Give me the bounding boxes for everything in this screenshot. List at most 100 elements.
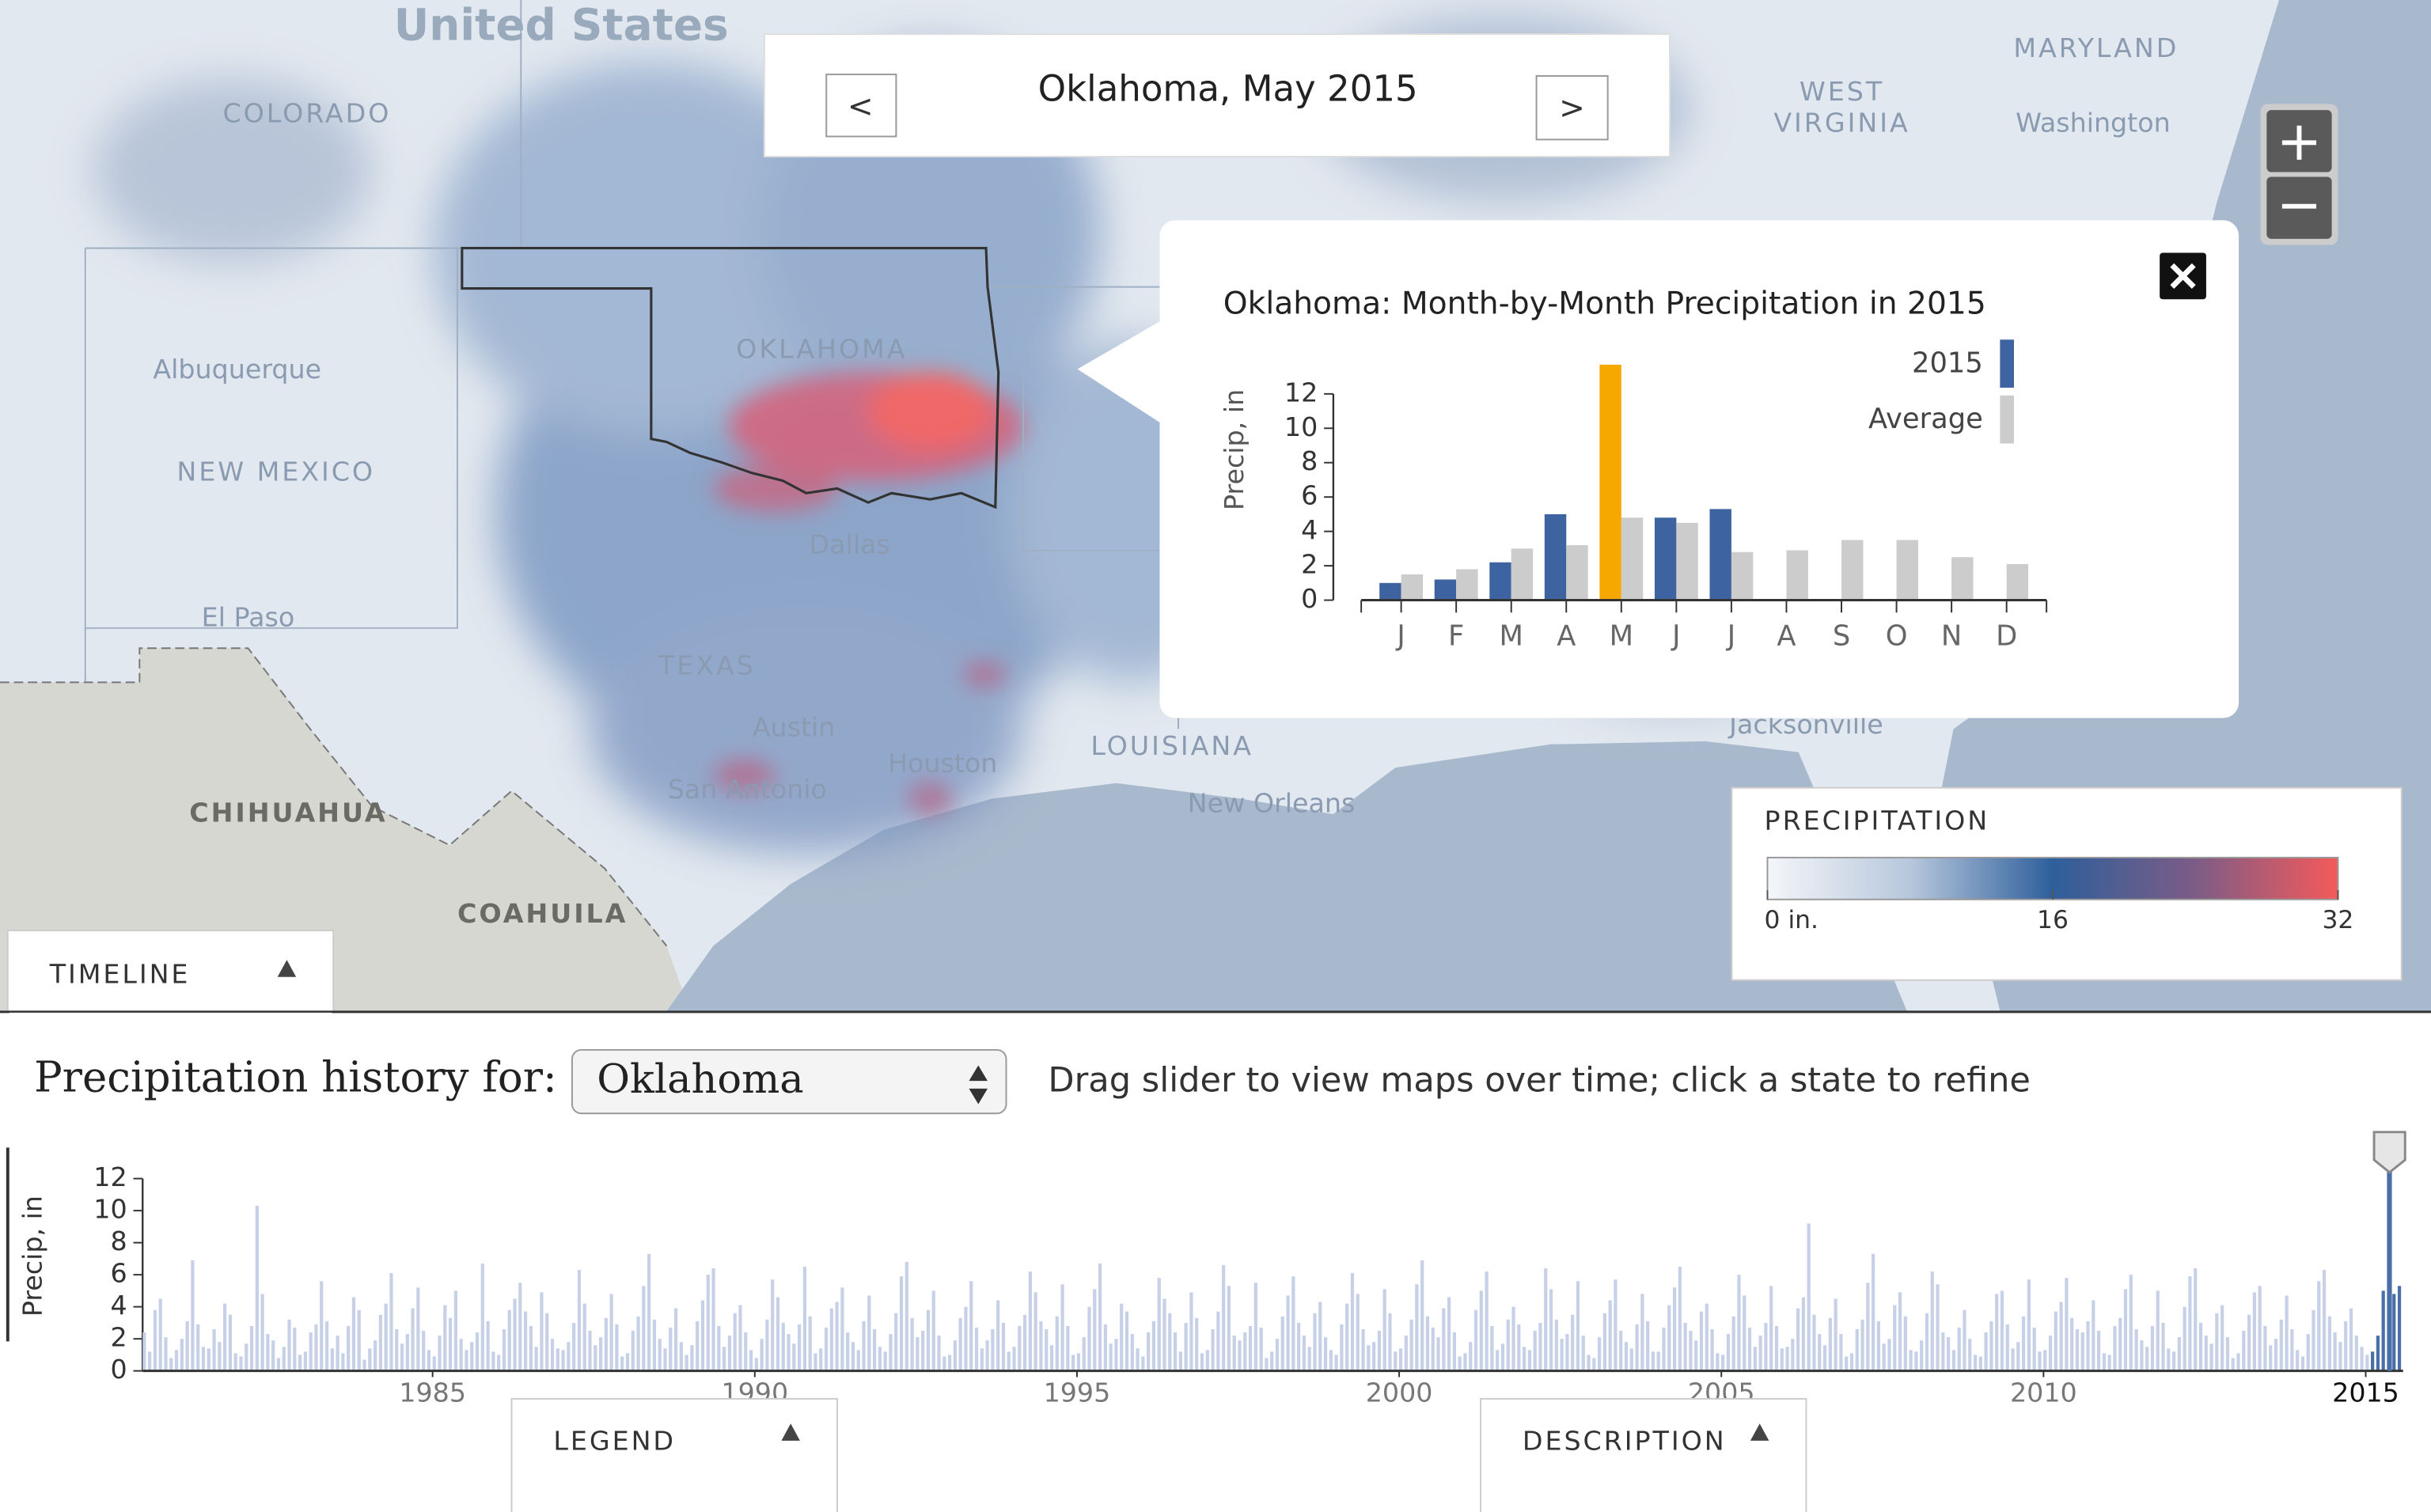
bar xyxy=(673,1308,678,1371)
bar xyxy=(1834,1298,1837,1371)
bar xyxy=(598,1337,603,1371)
border-line xyxy=(0,647,668,947)
next-button[interactable] xyxy=(1535,75,1609,141)
select-arrows xyxy=(969,1065,988,1105)
bar xyxy=(158,1298,162,1371)
bar xyxy=(1860,1319,1864,1371)
bar xyxy=(1941,1332,1945,1371)
bar xyxy=(652,1319,657,1371)
bar xyxy=(502,1328,506,1371)
bar xyxy=(1334,1355,1338,1371)
bar xyxy=(1581,1336,1585,1371)
bar xyxy=(1066,1325,1070,1371)
bar xyxy=(1786,550,1808,601)
bar xyxy=(1822,1345,1827,1371)
map-label: VIRGINIA xyxy=(1773,107,1910,138)
y-tick-label: 10 xyxy=(93,1194,127,1225)
legend-tab[interactable] xyxy=(510,1397,838,1512)
bar xyxy=(835,1302,839,1371)
bar xyxy=(1936,1284,1940,1371)
bar xyxy=(1726,1334,1731,1371)
bar xyxy=(271,1340,275,1371)
bar xyxy=(330,1348,334,1371)
bar xyxy=(1109,1343,1113,1371)
bar xyxy=(2005,1324,2009,1371)
bar xyxy=(1394,1351,1398,1371)
bar xyxy=(1157,1278,1161,1371)
state-select-value[interactable]: Oklahoma xyxy=(597,1056,803,1103)
bar xyxy=(276,1358,281,1371)
bar xyxy=(1898,1292,1902,1371)
bar xyxy=(798,1324,802,1371)
bar xyxy=(459,1339,463,1371)
bar xyxy=(2156,1290,2160,1371)
zoom-icons xyxy=(2281,125,2317,209)
bar xyxy=(577,1270,582,1371)
bar xyxy=(1656,1351,1660,1371)
bar xyxy=(1694,1340,1698,1371)
bar xyxy=(926,1309,931,1371)
bar xyxy=(1592,1358,1596,1371)
bar xyxy=(2161,1322,2165,1371)
bar xyxy=(1291,1276,1295,1371)
next-label[interactable]: > xyxy=(1559,91,1585,127)
oklahoma-outline[interactable] xyxy=(461,247,1000,510)
bar xyxy=(2177,1337,2181,1371)
bar xyxy=(314,1324,318,1371)
bar xyxy=(2027,1279,2031,1371)
bar xyxy=(1372,1342,1376,1371)
bar xyxy=(427,1350,431,1371)
bar xyxy=(2300,1356,2305,1371)
x-tick-label: 2015 xyxy=(2332,1377,2399,1408)
nav-box xyxy=(763,33,1671,157)
bar xyxy=(2263,1325,2267,1371)
bar xyxy=(1420,1260,1424,1371)
bar xyxy=(1500,1343,1505,1371)
map-label: LOUISIANA xyxy=(1090,730,1253,761)
slider-handle[interactable] xyxy=(2372,1131,2406,1174)
tab-label[interactable]: DESCRIPTION xyxy=(1523,1425,1727,1456)
bar xyxy=(1087,1306,1091,1371)
description-tab[interactable] xyxy=(1480,1397,1807,1512)
bar xyxy=(1178,1351,1182,1371)
bar xyxy=(1479,1290,1483,1371)
prev-label[interactable]: < xyxy=(848,89,874,125)
bar xyxy=(1431,1327,1435,1371)
bar xyxy=(1597,1337,1602,1371)
bar xyxy=(180,1339,184,1371)
bar xyxy=(1055,1316,1059,1371)
bar xyxy=(1345,1303,1349,1371)
bar xyxy=(1490,1325,1494,1371)
bar xyxy=(1560,1339,1564,1371)
bar xyxy=(550,1339,555,1371)
bar xyxy=(1984,1332,1988,1371)
bar xyxy=(453,1290,457,1371)
bar xyxy=(2397,1286,2402,1371)
bar xyxy=(2381,1290,2385,1371)
popup: Oklahoma: Month-by-Month Precipitation i… xyxy=(1077,220,2239,718)
tab-label[interactable]: LEGEND xyxy=(553,1425,676,1456)
bar xyxy=(324,1321,329,1371)
bar xyxy=(2296,1350,2300,1371)
bar xyxy=(717,1325,721,1371)
y-axis-label: Precip, in xyxy=(1219,389,1250,510)
prev-button[interactable] xyxy=(825,74,897,138)
tab-label[interactable]: TIMELINE xyxy=(49,958,191,989)
x-tick-label: N xyxy=(1941,620,1962,653)
bar xyxy=(2221,1305,2224,1371)
bars xyxy=(142,1170,2402,1371)
bar xyxy=(905,1261,908,1371)
bar xyxy=(2016,1342,2020,1371)
bar xyxy=(223,1303,227,1371)
state-select[interactable] xyxy=(571,1048,1007,1115)
bar xyxy=(1511,548,1534,601)
bar xyxy=(1849,1353,1854,1371)
bar xyxy=(2338,1342,2342,1371)
bar xyxy=(480,1263,484,1371)
bar xyxy=(1511,1306,1515,1371)
bar xyxy=(851,1342,855,1371)
bar xyxy=(1200,1353,1204,1371)
